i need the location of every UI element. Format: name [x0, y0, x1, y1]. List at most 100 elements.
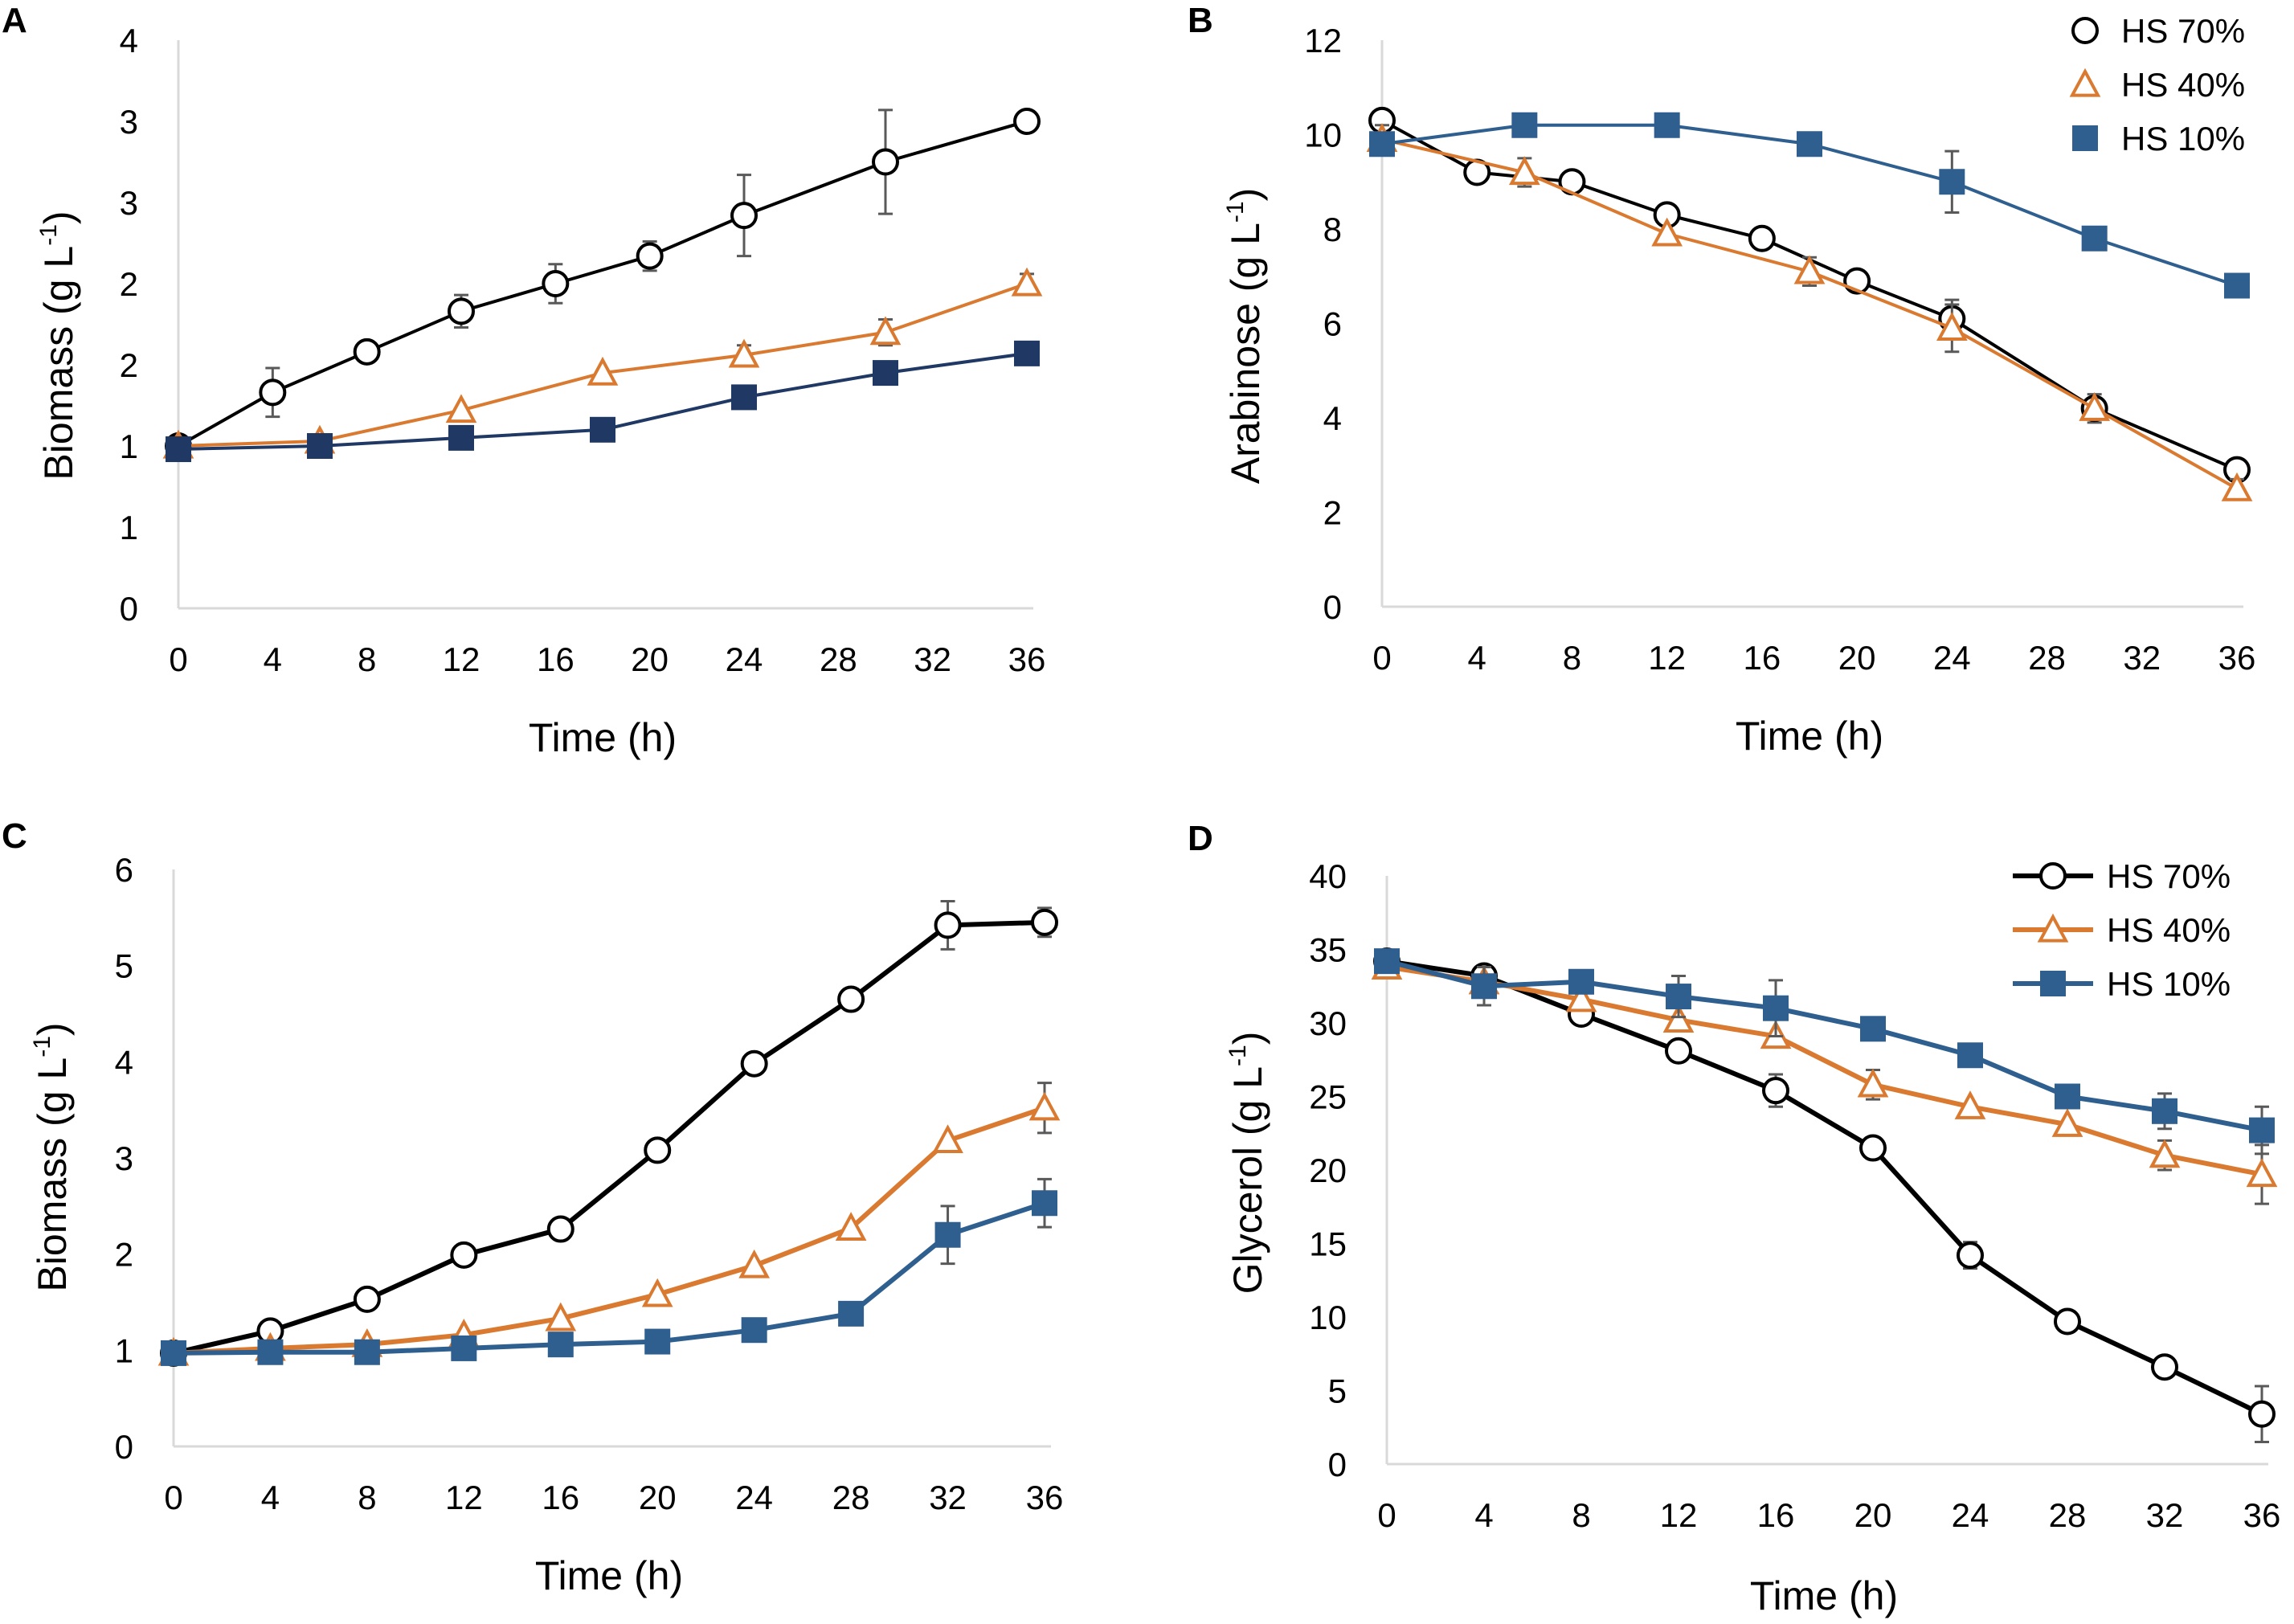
y-tick-label: 15 — [1309, 1225, 1347, 1263]
y-tick-label: 1 — [120, 427, 138, 465]
y-tick-label: 0 — [1323, 588, 1342, 626]
data-point — [1654, 112, 1680, 138]
data-point — [873, 360, 898, 387]
data-point — [450, 1241, 478, 1269]
data-point — [257, 1339, 284, 1365]
data-point — [2054, 1307, 2081, 1336]
data-point — [1859, 1134, 1887, 1162]
data-point — [1860, 1016, 1886, 1042]
legend-marker — [2037, 913, 2069, 943]
data-point — [934, 1221, 961, 1248]
data-point — [546, 1215, 575, 1243]
legend-marker — [2040, 971, 2066, 996]
data-point — [1011, 267, 1043, 297]
y-tick-label: 2 — [120, 265, 138, 303]
panel-label-d: D — [1188, 819, 1213, 858]
data-point — [1936, 312, 1968, 341]
panel-label-c: C — [2, 816, 27, 856]
y-tick-label: 3 — [120, 184, 138, 222]
data-point — [1013, 108, 1041, 135]
x-tick-label: 8 — [358, 640, 376, 678]
x-tick-label: 16 — [1757, 1496, 1795, 1534]
data-point — [542, 270, 570, 297]
y-tick-label: 0 — [115, 1428, 133, 1466]
data-point — [2246, 1158, 2278, 1188]
y-tick-label: 10 — [1304, 117, 1342, 154]
y-tick-label: 35 — [1309, 931, 1347, 969]
x-tick-label: 12 — [1648, 639, 1686, 677]
data-point — [730, 202, 758, 230]
series-line — [173, 919, 1045, 1356]
y-tick-label: 6 — [1323, 305, 1342, 343]
data-point — [1014, 340, 1040, 366]
x-axis-title: Time (h) — [529, 715, 677, 760]
data-point — [545, 1302, 577, 1332]
x-tick-label: 0 — [164, 1479, 182, 1516]
data-point — [1857, 1068, 1889, 1098]
y-tick-label: 5 — [115, 947, 133, 985]
data-point — [448, 424, 474, 451]
legend-label: HS 40% — [2107, 911, 2231, 949]
x-tick-label: 8 — [1563, 639, 1581, 677]
y-axis-title: Glycerol (g L-1) — [1225, 1032, 1270, 1295]
legend-label: HS 40% — [2121, 66, 2245, 104]
data-point — [2151, 1353, 2178, 1381]
legend-label: HS 10% — [2121, 120, 2245, 157]
data-point — [932, 1124, 963, 1154]
series-hs70 — [160, 899, 1058, 1367]
x-tick-label: 32 — [914, 640, 951, 678]
data-point — [641, 1278, 673, 1307]
x-tick-label: 24 — [1952, 1496, 1989, 1534]
data-point — [838, 1300, 865, 1327]
data-point — [353, 1285, 381, 1313]
data-point — [354, 1339, 380, 1365]
legend-marker — [2039, 862, 2067, 890]
data-point — [2051, 1108, 2083, 1137]
y-tick-label: 1 — [115, 1332, 133, 1369]
series-hs10 — [161, 1177, 1057, 1366]
data-point — [1471, 973, 1497, 1000]
data-point — [1954, 1090, 1986, 1119]
series-hs70 — [1368, 106, 2251, 484]
x-tick-label: 36 — [1026, 1479, 1064, 1516]
x-tick-label: 12 — [1660, 1496, 1698, 1534]
data-point — [1651, 217, 1683, 247]
data-point — [1031, 908, 1058, 936]
series-hs10 — [166, 340, 1040, 463]
data-point — [2149, 1139, 2181, 1168]
data-point — [1662, 1004, 1695, 1033]
y-tick-label: 4 — [1323, 399, 1342, 437]
x-axis-title: Time (h) — [1750, 1573, 1898, 1618]
x-tick-label: 8 — [1572, 1496, 1590, 1534]
data-point — [2224, 272, 2250, 299]
legend-label: HS 70% — [2107, 857, 2231, 895]
data-point — [1508, 156, 1540, 186]
x-tick-label: 4 — [1468, 639, 1486, 677]
y-tick-label: 20 — [1309, 1152, 1347, 1189]
y-tick-label: 3 — [120, 103, 138, 141]
data-point — [353, 337, 381, 366]
y-tick-label: 4 — [120, 22, 138, 59]
data-point — [869, 316, 902, 346]
data-point — [934, 911, 962, 939]
series-line — [173, 1201, 1045, 1356]
data-point — [2055, 1083, 2080, 1110]
x-tick-label: 16 — [1744, 639, 1781, 677]
series-line — [178, 120, 1028, 448]
y-tick-label: 2 — [120, 346, 138, 384]
data-point — [1957, 1042, 1983, 1069]
x-tick-label: 4 — [1474, 1496, 1493, 1534]
legend-marker — [2071, 17, 2099, 44]
y-tick-label: 1 — [120, 509, 138, 546]
y-axis-title: Biomass (g L-1) — [35, 211, 81, 480]
panel-label-b: B — [1188, 1, 1213, 40]
x-tick-label: 20 — [631, 640, 669, 678]
series-line — [1386, 964, 2263, 1177]
data-point — [307, 433, 333, 459]
x-tick-label: 20 — [1838, 639, 1876, 677]
data-point — [2152, 1098, 2177, 1124]
